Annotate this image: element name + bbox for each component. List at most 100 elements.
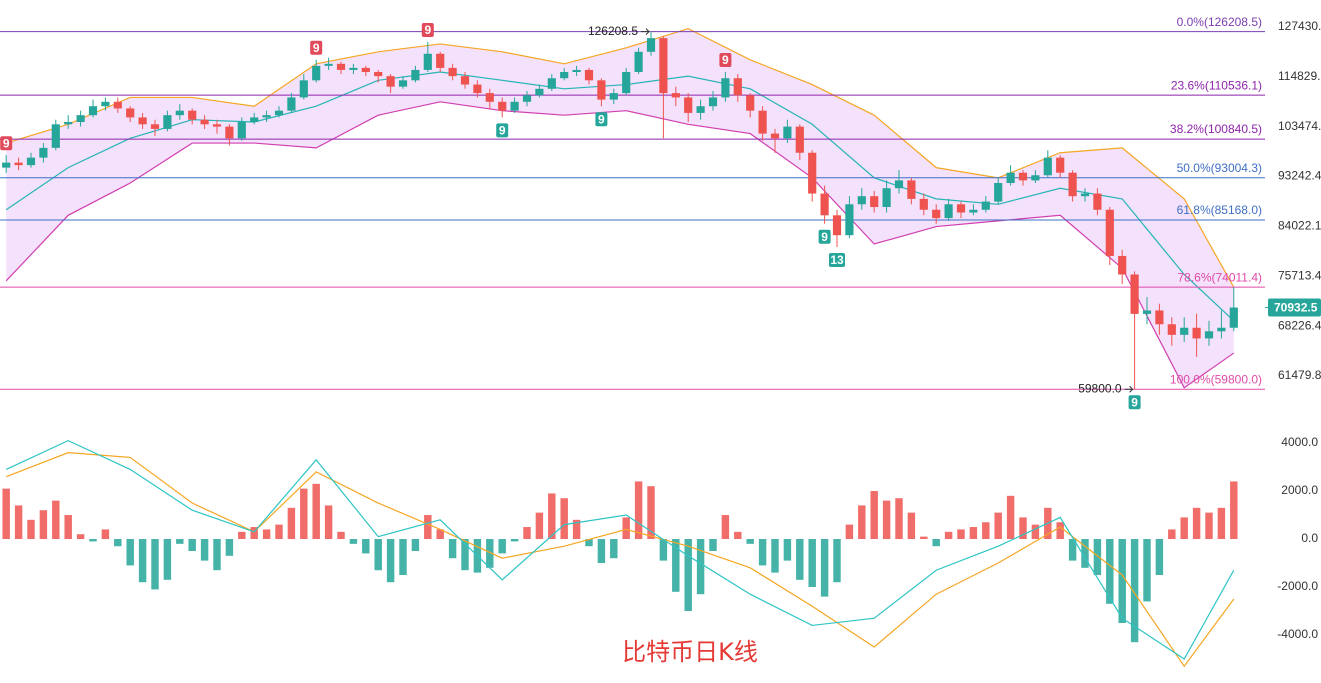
- candle-body: [386, 76, 395, 87]
- macd-bar: [176, 539, 184, 544]
- y-tick-label: 103474.6: [1278, 119, 1321, 133]
- extreme-arrow-head: [645, 28, 650, 35]
- candle-body: [1080, 193, 1090, 197]
- macd-bar: [957, 529, 965, 540]
- candle-body: [1105, 209, 1114, 256]
- fib-label: 61.8%(85168.0): [1177, 203, 1262, 217]
- candle-body: [498, 101, 507, 111]
- candle-body: [1192, 327, 1201, 339]
- candle-body: [894, 180, 904, 189]
- macd-bar: [411, 539, 420, 552]
- candle-body: [919, 198, 928, 210]
- candle-body: [696, 106, 705, 113]
- candle-body: [398, 80, 408, 87]
- band-upper: [6, 27, 1235, 288]
- macd-tick-label: 4000.0: [1281, 435, 1318, 449]
- macd-bar: [275, 524, 283, 540]
- macd-bar: [1230, 481, 1238, 540]
- candle-body: [1180, 327, 1189, 335]
- candle-body: [907, 180, 916, 199]
- macd-bar: [1019, 517, 1027, 540]
- macd-bar: [746, 539, 754, 544]
- fib-label: 50.0%(93004.3): [1177, 161, 1262, 175]
- candle-body: [956, 204, 966, 213]
- candle-body: [783, 126, 792, 139]
- candle-body: [944, 204, 953, 219]
- macd-bar: [597, 539, 606, 564]
- macd-bar: [448, 539, 457, 559]
- macd-bar: [672, 539, 680, 592]
- y-tick-label: 75713.4: [1278, 268, 1321, 282]
- candle-body: [1142, 310, 1152, 314]
- macd-bar: [89, 539, 97, 542]
- td-mark-label: 9: [598, 112, 605, 126]
- macd-bar: [225, 539, 234, 556]
- y-tick-label: 84022.1: [1278, 219, 1321, 233]
- candle-body: [175, 110, 184, 116]
- macd-bar: [510, 539, 519, 542]
- macd-bar: [634, 481, 643, 540]
- macd-bar: [312, 483, 320, 540]
- macd-bar: [386, 539, 395, 583]
- y-tick-label: 114829.7: [1278, 69, 1321, 83]
- td-mark-label: 9: [499, 124, 506, 138]
- candle-body: [51, 124, 60, 148]
- macd-bar: [758, 539, 767, 566]
- candle-body: [547, 78, 556, 89]
- last-price-label: 70932.5: [1274, 301, 1318, 315]
- td-mark-box: [0, 136, 13, 151]
- candle-body: [510, 101, 519, 111]
- macd-bar: [808, 539, 816, 588]
- candle-body: [659, 38, 668, 94]
- macd-bar: [783, 539, 792, 561]
- extreme-label: 126208.5: [588, 24, 638, 38]
- candle-body: [14, 162, 23, 166]
- macd-bar: [126, 539, 134, 566]
- macd-bar: [647, 486, 655, 540]
- macd-bar: [696, 539, 705, 595]
- macd-bar: [1143, 539, 1151, 602]
- candle-body: [1031, 175, 1040, 181]
- candle-body: [721, 78, 730, 98]
- macd-bar: [845, 524, 854, 540]
- candle-body: [460, 76, 470, 85]
- macd-bar: [138, 539, 147, 583]
- macd-bar: [1068, 539, 1077, 561]
- candle-body: [572, 69, 581, 72]
- candle-body: [163, 115, 172, 129]
- candle-body: [26, 157, 36, 166]
- candle-body: [1217, 327, 1226, 332]
- macd-tick-label: -2000.0: [1277, 579, 1318, 593]
- candle-body: [634, 51, 643, 72]
- candle-body: [274, 110, 284, 116]
- candle-body: [535, 88, 544, 96]
- macd-bar: [1192, 507, 1201, 540]
- candle-body: [2, 162, 11, 168]
- candle-body: [522, 95, 532, 102]
- candle-body: [39, 147, 48, 158]
- macd-dea: [5, 452, 1235, 668]
- macd-bar: [709, 539, 717, 552]
- candle-body: [733, 78, 742, 96]
- macd-bar: [907, 512, 916, 540]
- fib-label: 78.6%(74011.4): [1177, 270, 1262, 284]
- td-mark-box: [719, 52, 732, 67]
- candle-body: [560, 71, 569, 79]
- macd-bar: [734, 531, 742, 540]
- candle-body: [882, 188, 891, 208]
- candle-body: [969, 209, 978, 213]
- macd-bar: [300, 488, 308, 540]
- chart-caption: 比特币日K线: [622, 638, 758, 666]
- candle-body: [423, 53, 432, 70]
- td-mark-box: [496, 123, 509, 138]
- candle-body: [770, 133, 780, 139]
- td-mark-label: 9: [821, 230, 828, 244]
- macd-bar: [399, 539, 407, 576]
- macd-bar: [771, 539, 779, 573]
- candle-body: [212, 124, 222, 127]
- macd-bar: [560, 498, 568, 540]
- macd-bar: [52, 500, 60, 540]
- candle-body: [932, 209, 941, 219]
- candle-body: [808, 152, 817, 194]
